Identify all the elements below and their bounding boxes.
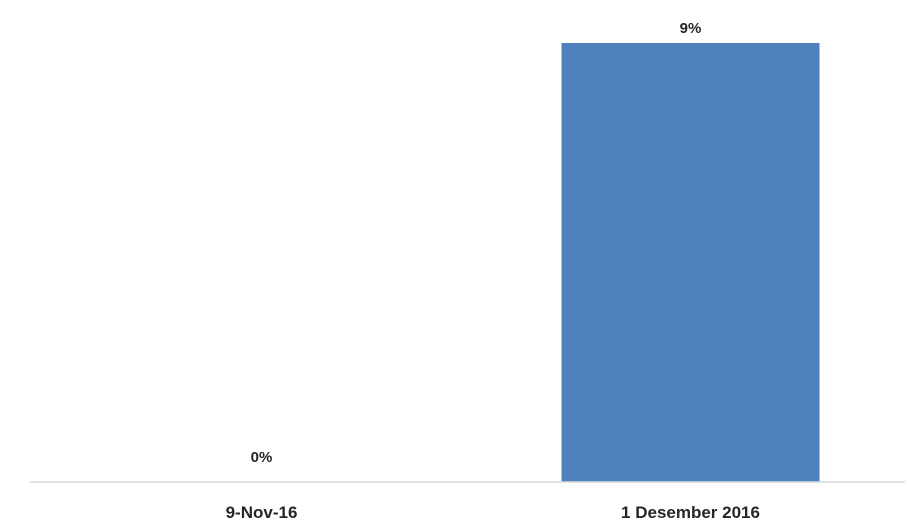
x-tick-labels-layer: 9-Nov-16 1 Desember 2016	[226, 503, 760, 521]
x-tick-label-1: 9-Nov-16	[226, 503, 298, 521]
bars-layer	[561, 43, 820, 482]
bar-2	[561, 43, 820, 482]
data-labels-layer: 0% 9%	[251, 20, 702, 466]
data-label-1: 0%	[251, 449, 273, 466]
data-label-2: 9%	[680, 20, 702, 37]
x-tick-label-2: 1 Desember 2016	[621, 503, 760, 521]
